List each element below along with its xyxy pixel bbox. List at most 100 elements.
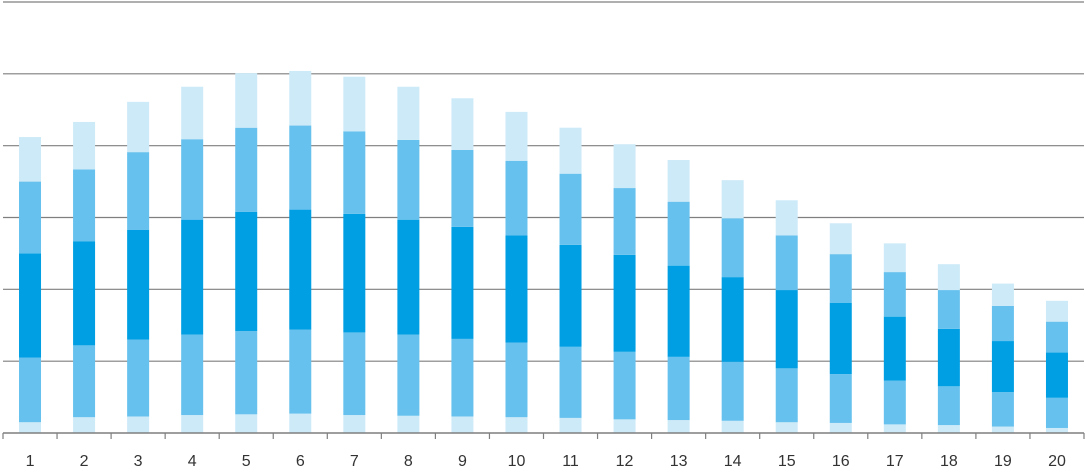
bar-segment [613, 419, 636, 433]
bar-segment [775, 235, 798, 291]
bar-stacks [19, 70, 1068, 433]
x-tick-label: 17 [886, 453, 904, 470]
bar-segment [721, 218, 744, 278]
bar-segment [559, 173, 582, 245]
bar-segment [937, 264, 960, 291]
bar-segment [505, 160, 528, 236]
bar-segment [181, 219, 204, 335]
bar-segment [505, 342, 528, 418]
bar-segment [181, 334, 204, 416]
bar-stack [127, 101, 150, 433]
bar-segment [73, 345, 96, 418]
x-tick-label: 5 [242, 453, 251, 470]
bar-segment [937, 290, 960, 329]
bar-segment [721, 180, 744, 219]
bar-segment [73, 121, 96, 170]
bar-segment [19, 422, 42, 433]
bar-segment [235, 331, 258, 415]
x-tick-label: 16 [832, 453, 850, 470]
bar-segment [235, 73, 258, 128]
x-tick-label: 7 [350, 453, 359, 470]
bar-segment [1045, 427, 1068, 433]
bar-segment [235, 127, 258, 212]
bar-stack [73, 121, 96, 433]
bar-segment [397, 415, 420, 433]
bar-segment [613, 351, 636, 420]
bar-segment [937, 328, 960, 387]
bar-stack [397, 86, 420, 433]
bar-segment [181, 139, 204, 220]
bar-segment [775, 290, 798, 369]
bar-segment [721, 277, 744, 362]
bar-segment [289, 413, 312, 433]
x-tick-label: 2 [80, 453, 89, 470]
bar-segment [127, 152, 150, 230]
bar-segment [451, 338, 474, 417]
bar-segment [613, 188, 636, 255]
bar-segment [829, 254, 852, 303]
bar-segment [505, 235, 528, 343]
x-tick-label: 20 [1048, 453, 1066, 470]
bar-segment [19, 357, 42, 423]
bar-segment [613, 254, 636, 352]
x-tick-label: 19 [994, 453, 1012, 470]
bar-segment [883, 272, 906, 317]
bar-segment [991, 341, 1014, 393]
bar-segment [127, 339, 150, 417]
bar-segment [883, 243, 906, 273]
bar-segment [775, 200, 798, 236]
bar-segment [343, 131, 366, 214]
bar-stack [775, 200, 798, 433]
bar-segment [397, 86, 420, 140]
bar-segment [559, 244, 582, 347]
bar-segment [829, 422, 852, 433]
x-axis: 1 2 3 4 5 6 7 8 9 10 11 12 13 14 15 16 17 18 19 20 [2, 432, 1085, 470]
bar-segment [667, 201, 690, 266]
bar-segment [235, 414, 258, 433]
bar-segment [991, 305, 1014, 342]
bar-segment [559, 417, 582, 433]
bar-segment [667, 420, 690, 433]
gridlines [3, 1, 1084, 362]
bar-segment [775, 422, 798, 433]
bar-segment [883, 316, 906, 381]
bar-segment [1045, 321, 1068, 353]
x-tick-label: 14 [724, 453, 742, 470]
bar-segment [559, 346, 582, 418]
bar-segment [73, 241, 96, 346]
bar-stack [559, 127, 582, 433]
bar-segment [19, 181, 42, 254]
bar-segment [451, 98, 474, 150]
bar-segment [397, 334, 420, 416]
bar-segment [991, 392, 1014, 427]
bar-segment [937, 425, 960, 433]
bar-stack [505, 111, 528, 433]
bar-segment [127, 416, 150, 433]
bar-segment [181, 86, 204, 140]
bar-segment [19, 137, 42, 182]
bar-segment [991, 426, 1014, 433]
bar-segment [667, 265, 690, 357]
bar-stack [613, 144, 636, 433]
bar-segment [127, 229, 150, 340]
bar-segment [451, 226, 474, 339]
x-tick-label: 3 [134, 453, 143, 470]
bar-segment [883, 380, 906, 425]
bar-segment [1045, 300, 1068, 322]
bar-stack [235, 73, 258, 433]
bar-segment [667, 356, 690, 421]
bar-segment [1045, 352, 1068, 398]
bar-segment [181, 415, 204, 433]
x-tick-label: 12 [616, 453, 634, 470]
bar-segment [343, 332, 366, 416]
x-tick-label: 4 [188, 453, 197, 470]
bar-segment [343, 415, 366, 433]
x-tick-label: 1 [26, 453, 35, 470]
x-tick-label: 9 [458, 453, 467, 470]
bar-segment [829, 302, 852, 375]
bar-segment [289, 70, 312, 126]
bar-segment [1045, 397, 1068, 428]
bar-stack [883, 243, 906, 433]
bar-segment [451, 416, 474, 433]
